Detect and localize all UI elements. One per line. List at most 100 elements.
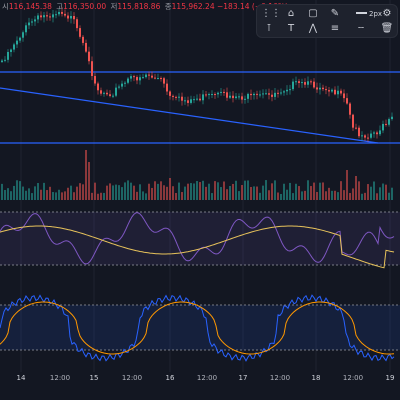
candle-body bbox=[34, 19, 36, 22]
candle-body bbox=[349, 103, 351, 115]
time-axis-label: 12:00 bbox=[342, 374, 364, 382]
volume-bar bbox=[46, 190, 48, 200]
volume-bar bbox=[232, 183, 234, 200]
volume-bar bbox=[385, 184, 387, 200]
grid-icon[interactable]: ⋮⋮ bbox=[261, 8, 281, 19]
candle-body bbox=[193, 99, 195, 101]
candle-body bbox=[355, 127, 357, 129]
volume-bar bbox=[286, 189, 288, 200]
candle-body bbox=[130, 76, 132, 79]
volume-bar bbox=[298, 186, 300, 200]
volume-bar bbox=[25, 190, 27, 200]
volume-bar bbox=[160, 181, 162, 200]
width-button[interactable] bbox=[353, 7, 369, 21]
volume-bar bbox=[193, 183, 195, 200]
candle-body bbox=[295, 81, 297, 83]
volume-bar bbox=[34, 186, 36, 200]
text-icon[interactable]: T bbox=[287, 23, 295, 34]
volume-bar bbox=[127, 180, 129, 200]
candle-body bbox=[223, 91, 225, 93]
pencil-icon[interactable]: ✎ bbox=[330, 8, 340, 19]
candle-body bbox=[61, 11, 63, 14]
trend-icon[interactable]: ⊺ bbox=[266, 23, 272, 34]
volume-bar bbox=[169, 178, 171, 200]
dashes-icon[interactable]: ┄ bbox=[357, 23, 365, 34]
candle-body bbox=[148, 74, 150, 76]
volume-bar bbox=[190, 183, 192, 200]
volume-bar bbox=[91, 192, 93, 200]
candle-body bbox=[379, 130, 381, 135]
candle-body bbox=[46, 15, 48, 17]
volume-bar bbox=[202, 180, 204, 200]
volume-bar bbox=[64, 191, 66, 200]
volume-bar bbox=[379, 187, 381, 200]
zigzag-icon[interactable]: ⋀ bbox=[308, 23, 318, 34]
candle-body bbox=[178, 96, 180, 98]
time-axis-label: 18 bbox=[311, 374, 321, 382]
volume-bar bbox=[247, 180, 249, 200]
time-axis-label: 19 bbox=[385, 374, 395, 382]
candle-body bbox=[385, 123, 387, 125]
volume-bar bbox=[301, 191, 303, 200]
candle-body bbox=[10, 49, 12, 52]
volume-bar bbox=[220, 187, 222, 200]
volume-bar bbox=[154, 181, 156, 200]
candle-body bbox=[142, 77, 144, 79]
volume-bar bbox=[259, 192, 261, 200]
volume-bar bbox=[136, 191, 138, 200]
style-icon[interactable]: ≡ bbox=[330, 23, 340, 34]
volume-bar bbox=[337, 192, 339, 200]
volume-bar bbox=[199, 182, 201, 200]
volume-bar bbox=[22, 186, 24, 200]
candle-body bbox=[88, 51, 90, 62]
volume-bar bbox=[10, 191, 12, 200]
candle-body bbox=[163, 78, 165, 84]
volume-bar bbox=[175, 192, 177, 200]
candle-body bbox=[22, 32, 24, 38]
volume-bar bbox=[181, 192, 183, 200]
volume-bar bbox=[217, 182, 219, 200]
volume-bar bbox=[130, 182, 132, 200]
volume-bar bbox=[148, 183, 150, 200]
volume-bar bbox=[166, 186, 168, 200]
candle-body bbox=[190, 99, 192, 103]
trend-line[interactable] bbox=[0, 87, 379, 144]
volume-bar bbox=[163, 185, 165, 200]
candle-body bbox=[181, 96, 183, 101]
volume-bar bbox=[139, 184, 141, 200]
candle-body bbox=[340, 90, 342, 94]
candle-body bbox=[319, 87, 321, 90]
candle-body bbox=[310, 81, 312, 83]
candle-body bbox=[259, 94, 261, 96]
candle-body bbox=[235, 96, 237, 99]
delete-icon[interactable]: 🗑 bbox=[380, 23, 394, 34]
volume-bar bbox=[7, 188, 9, 200]
volume-bar bbox=[367, 184, 369, 200]
volume-bar bbox=[124, 182, 126, 200]
candle-body bbox=[214, 93, 216, 95]
volume-bar bbox=[388, 192, 390, 200]
lock-icon[interactable]: ⌂ bbox=[287, 8, 295, 19]
color-icon[interactable]: ▢ bbox=[308, 8, 318, 19]
candle-body bbox=[280, 92, 282, 94]
candle-body bbox=[358, 127, 360, 137]
volume-bar bbox=[325, 191, 327, 200]
volume-bar bbox=[271, 183, 273, 200]
candle-body bbox=[298, 81, 300, 83]
candle-body bbox=[370, 133, 372, 138]
settings-icon[interactable]: ⚙ bbox=[382, 8, 392, 19]
candle-body bbox=[91, 61, 93, 77]
stochastic-d-line bbox=[0, 301, 395, 355]
volume-bar bbox=[19, 181, 21, 200]
candle-body bbox=[16, 40, 18, 45]
candle-body bbox=[286, 89, 288, 92]
volume-bar bbox=[1, 183, 3, 200]
time-axis-label: 17 bbox=[238, 374, 248, 382]
close-value: 115,962.24 bbox=[171, 2, 215, 11]
volume-bar bbox=[187, 183, 189, 200]
volume-bar bbox=[382, 183, 384, 200]
candle-body bbox=[73, 16, 75, 20]
candle-body bbox=[382, 123, 384, 131]
volume-bar bbox=[370, 186, 372, 200]
